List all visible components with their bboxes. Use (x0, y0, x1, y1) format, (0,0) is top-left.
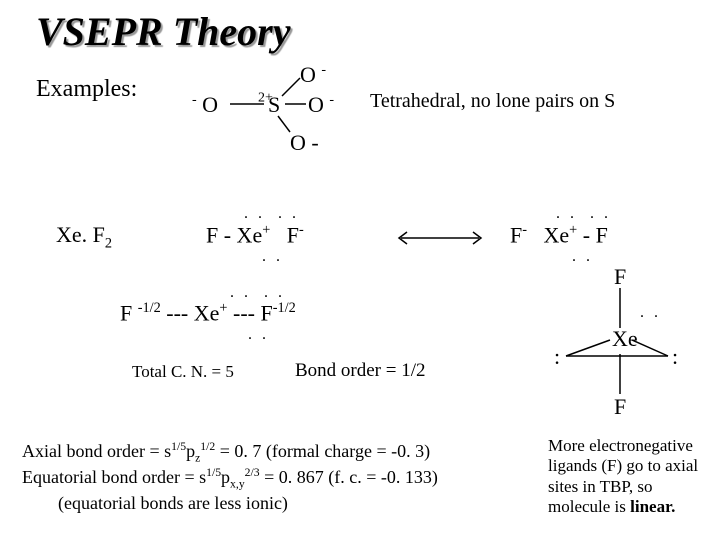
br-t1: More electronegative ligands (F) go to a… (548, 436, 698, 516)
half-pre: F (120, 300, 138, 325)
resonance-arrow-icon (395, 228, 485, 248)
tbp-diagram: F Xe F : : . . (540, 262, 700, 422)
bl-l2b: p (221, 467, 230, 487)
tbp-colon-right: : (672, 344, 678, 370)
bond-order-label: Bond order = 1/2 (295, 360, 426, 382)
bl-subxy: x,y (230, 478, 245, 491)
lone-pair-tr: . . (278, 205, 299, 223)
res-right-f-sup: - (522, 222, 527, 238)
bl-l1a: Axial bond order = s (22, 441, 171, 461)
lone-pair-bl: . . (262, 248, 283, 266)
xef2-label-text: Xe. F (56, 222, 105, 247)
xef2-label-sub: 2 (105, 235, 112, 251)
res-right-f: F (510, 222, 522, 247)
bottom-left-para: Axial bond order = s1/5pz1/2 = 0. 7 (for… (22, 440, 542, 515)
bl-l1b: p (186, 441, 195, 461)
page-title: VSEPR Theory (36, 8, 290, 55)
resonance-right: F- Xe+ - F (510, 222, 608, 248)
tbp-F-top: F (614, 264, 626, 290)
bottom-right-para: More electronegative ligands (F) go to a… (548, 436, 708, 518)
res-left-f-sup: - (299, 222, 304, 238)
bl-l3: (equatorial bonds are less ionic) (58, 493, 288, 513)
lone-pair-half-b: . . (248, 326, 269, 344)
bl-l2a: Equatorial bond order = s (22, 467, 206, 487)
examples-label: Examples: (36, 76, 137, 103)
lone-pair-tl: . . (244, 205, 265, 223)
res-right-tail: - F (577, 222, 608, 247)
bl-sup15b: 1/5 (206, 466, 221, 479)
res-left-sup: + (262, 222, 270, 238)
sulfate-bonds (190, 60, 360, 160)
bl-sup15a: 1/5 (171, 440, 186, 453)
half-post: --- F (228, 300, 273, 325)
total-cn: Total C. N. = 5 (132, 362, 234, 382)
sulfate-description: Tetrahedral, no lone pairs on S (370, 90, 615, 113)
tbp-dots: . . (640, 304, 661, 322)
bl-sup23: 2/3 (245, 466, 260, 479)
res-right-xe: Xe (544, 222, 570, 247)
half-pre-sup: -1/2 (138, 300, 161, 316)
bl-sup12: 1/2 (200, 440, 215, 453)
tbp-F-bot: F (614, 394, 626, 420)
resonance-left: F - Xe+ F- (206, 222, 304, 248)
lone-pair-tl2: . . (556, 205, 577, 223)
bl-subz: z (195, 452, 200, 465)
half-mid-sup: + (219, 300, 227, 316)
res-left-f: F (287, 222, 299, 247)
tbp-colon-left: : (554, 344, 560, 370)
half-mid: --- Xe (161, 300, 220, 325)
f-half-row: F -1/2 --- Xe+ --- F-1/2 (120, 300, 296, 326)
lone-pair-tr2: . . (590, 205, 611, 223)
bl-l1c: = 0. 7 (formal charge = -0. 3) (215, 441, 430, 461)
bl-l2c: = 0. 867 (f. c. = -0. 133) (260, 467, 438, 487)
xef2-label: Xe. F2 (56, 222, 112, 252)
res-left-main: F - Xe (206, 222, 262, 247)
half-post-sup: -1/2 (273, 300, 296, 316)
tbp-Xe: Xe (612, 326, 638, 352)
br-t2: linear. (630, 497, 675, 516)
